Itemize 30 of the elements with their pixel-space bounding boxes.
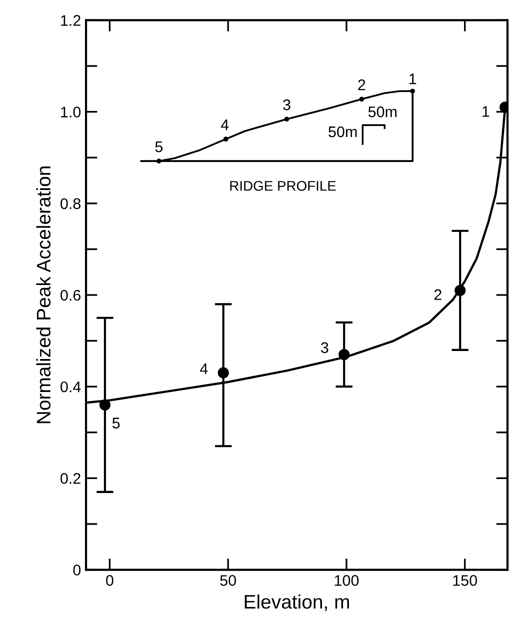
y-axis-title: Normalized Peak Acceleration [36,166,51,424]
annotation: 3 [320,342,328,354]
annotation: 2 [434,289,442,300]
x-tick-label: 0 [106,575,114,586]
x-tick-label: 150 [453,575,478,586]
y-tick-label: 0.8 [60,198,80,210]
annotation: 5 [112,418,120,428]
y-tick-label: 1.2 [61,15,80,26]
y-tick-label: 0.4 [60,381,81,392]
x-tick-label: 50 [220,575,236,586]
x-axis-title: Elevation, m [244,594,349,612]
annotation: 50m [368,106,396,118]
y-tick-label: 0.2 [60,473,80,484]
annotation: 1 [482,106,490,117]
annotation: RIDGE PROFILE [230,180,336,191]
point [454,284,466,296]
annotation: 1 [410,74,416,84]
annotation: 4 [220,120,229,130]
y-tick-label: 0.6 [60,290,80,301]
x-tick-label: 100 [334,575,359,586]
annotation: 3 [283,99,290,110]
annotation: 4 [200,364,208,374]
annotation: 50m [328,126,357,138]
point [338,348,350,360]
point [218,367,229,378]
annotation: 5 [155,142,163,152]
y-tick-label: 0 [73,564,81,576]
annotation: 2 [358,79,366,90]
y-tick-label: 1.0 [61,106,81,118]
point [99,399,111,410]
